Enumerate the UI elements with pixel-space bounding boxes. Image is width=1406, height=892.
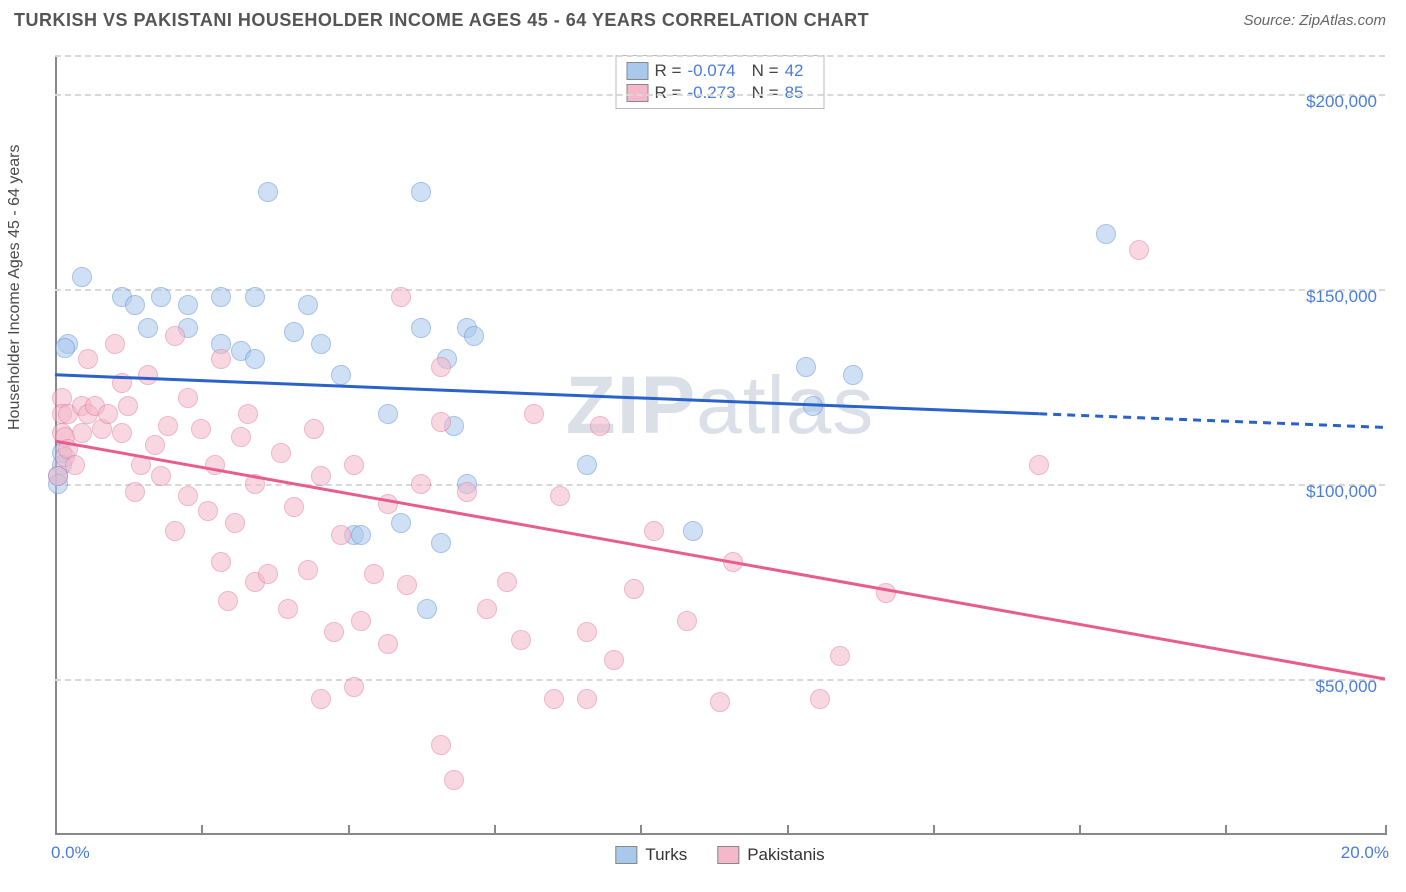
x-tick-label-left: 0.0% [51,843,90,863]
swatch-pakistanis-icon [717,846,739,864]
x-tick-label-right: 20.0% [1341,843,1389,863]
y-axis-label: Householder Income Ages 45 - 64 years [6,145,24,431]
chart-title: TURKISH VS PAKISTANI HOUSEHOLDER INCOME … [14,10,869,31]
x-tick-mark [1385,825,1387,835]
legend-label-turks: Turks [645,845,687,865]
regression-line-turks [55,375,1039,414]
chart-container: TURKISH VS PAKISTANI HOUSEHOLDER INCOME … [0,0,1406,892]
bottom-legend: Turks Pakistanis [615,845,824,865]
regression-line-ext-turks [1039,414,1385,428]
source-label: Source: ZipAtlas.com [1243,12,1386,29]
plot-area: ZIPatlas R = -0.074 N = 42 R = -0.273 N … [55,55,1385,835]
regression-lines [55,55,1385,835]
legend-label-pakistanis: Pakistanis [747,845,824,865]
regression-line-pakistanis [55,441,1385,679]
legend-item-turks: Turks [615,845,687,865]
legend-item-pakistanis: Pakistanis [717,845,824,865]
swatch-turks-icon [615,846,637,864]
